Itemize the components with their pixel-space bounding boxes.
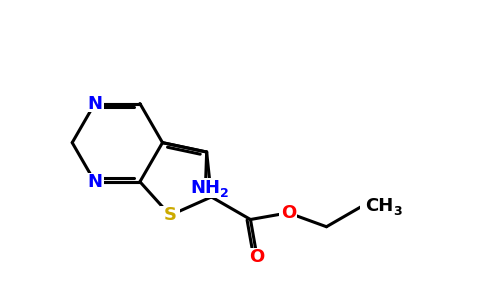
Text: CH: CH [365,197,393,215]
Text: N: N [87,94,102,112]
Text: 2: 2 [220,187,229,200]
Text: N: N [87,173,102,191]
Bar [248,248,266,266]
Bar [160,206,180,224]
Text: S: S [164,206,177,224]
Text: O: O [250,248,265,266]
Text: 3: 3 [393,205,402,218]
Text: O: O [281,204,296,222]
Bar [86,173,104,190]
Bar [86,95,104,112]
Bar [360,196,397,216]
Text: NH: NH [190,179,220,197]
Bar [187,178,224,198]
Bar [279,204,297,222]
